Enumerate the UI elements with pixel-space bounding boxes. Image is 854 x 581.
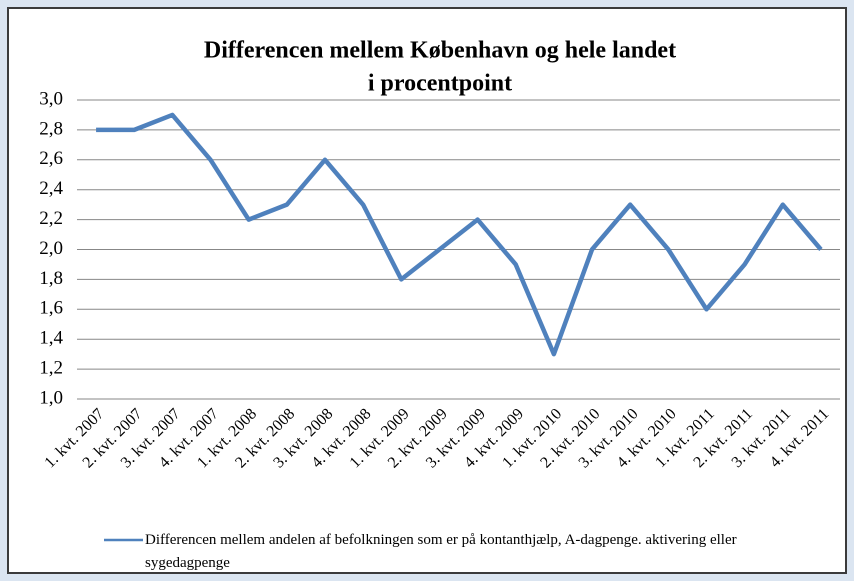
y-tick-label: 1,6	[39, 298, 63, 319]
data-line	[96, 112, 823, 357]
y-tick-label: 2,6	[39, 148, 63, 169]
chart-frame	[7, 7, 847, 574]
y-tick-label: 2,2	[39, 208, 63, 229]
y-tick-label: 2,8	[39, 118, 63, 139]
y-tick-label: 1,8	[39, 268, 63, 289]
chart-title: Differencen mellem København og hele lan…	[204, 38, 676, 64]
y-tick-label: 3,0	[39, 88, 63, 109]
y-tick-label: 2,0	[39, 238, 63, 259]
legend-label: Differencen mellem andelen af befolkning…	[145, 532, 737, 571]
y-tick-label: 1,0	[39, 387, 63, 408]
chart-subtitle: i procentpoint	[368, 71, 512, 97]
y-tick-label: 1,2	[39, 357, 63, 378]
y-tick-label: 2,4	[39, 178, 63, 199]
y-tick-label: 1,4	[39, 328, 63, 349]
